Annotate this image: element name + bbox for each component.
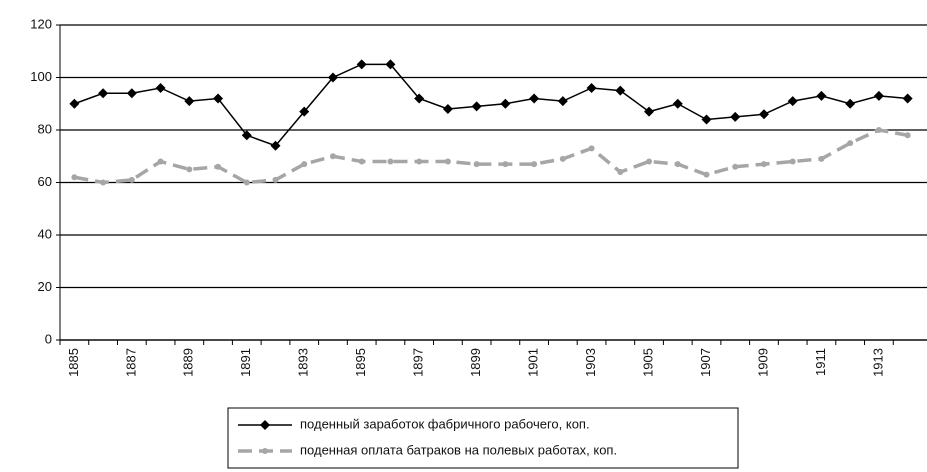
point — [100, 179, 107, 186]
series-line — [74, 128, 908, 185]
point — [128, 176, 135, 183]
point — [186, 166, 193, 173]
series-line — [74, 63, 908, 147]
point — [873, 90, 884, 101]
point — [356, 59, 367, 70]
point — [701, 114, 712, 125]
x-tick-label: 1891 — [238, 348, 253, 377]
y-tick-label: 20 — [38, 279, 52, 294]
point — [847, 140, 854, 147]
point — [385, 59, 396, 70]
point — [71, 174, 78, 181]
x-tick-label: 1903 — [583, 348, 598, 377]
x-tick-label: 1897 — [411, 348, 426, 377]
point — [703, 171, 710, 178]
x-tick-label: 1901 — [526, 348, 541, 377]
point — [845, 98, 856, 109]
legend-box — [227, 407, 739, 469]
point — [646, 158, 653, 165]
x-tick-label: 1889 — [181, 348, 196, 377]
point — [327, 72, 338, 83]
x-tick-label: 1899 — [468, 348, 483, 377]
y-tick-label: 80 — [38, 121, 52, 136]
legend-marker — [260, 420, 270, 430]
y-tick-label: 60 — [38, 174, 52, 189]
point — [875, 127, 882, 133]
point — [760, 161, 767, 168]
point — [155, 83, 166, 93]
point — [329, 153, 336, 160]
x-tick-label: 1887 — [123, 348, 138, 377]
point — [789, 158, 796, 165]
x-tick-label: 1909 — [755, 348, 770, 377]
point — [502, 161, 509, 168]
point — [473, 161, 480, 168]
x-tick-label: 1911 — [813, 348, 828, 376]
point — [444, 158, 451, 165]
y-tick-label: 0 — [45, 331, 52, 346]
point — [471, 101, 482, 112]
point — [299, 106, 310, 117]
point — [588, 145, 595, 152]
point — [358, 158, 365, 165]
point — [904, 132, 911, 139]
point — [243, 179, 250, 186]
point — [215, 163, 222, 170]
point — [213, 93, 224, 104]
point — [529, 93, 540, 104]
point — [387, 158, 394, 165]
point — [416, 158, 423, 165]
point — [617, 169, 624, 175]
point — [442, 104, 453, 114]
x-tick-label: 1907 — [698, 348, 713, 377]
legend-label: поденная оплата батраков на полевых рабо… — [300, 442, 617, 457]
point — [615, 85, 626, 96]
point — [241, 130, 252, 141]
point — [500, 98, 511, 109]
point — [184, 96, 195, 107]
point — [586, 83, 597, 93]
point — [758, 109, 769, 120]
point — [644, 106, 655, 117]
x-tick-label: 1913 — [870, 348, 885, 377]
point — [531, 161, 538, 168]
point — [674, 161, 681, 168]
legend-marker — [262, 448, 268, 454]
point — [732, 163, 739, 170]
point — [270, 140, 281, 151]
point — [272, 176, 279, 183]
x-tick-label: 1885 — [66, 348, 81, 377]
point — [414, 93, 425, 104]
point — [816, 90, 827, 101]
point — [672, 98, 683, 109]
legend-label: поденный заработок фабричного рабочего, … — [300, 416, 590, 431]
point — [559, 155, 566, 162]
x-tick-label: 1893 — [296, 348, 311, 377]
point — [818, 155, 825, 162]
point — [126, 88, 137, 99]
point — [902, 93, 913, 104]
point — [787, 96, 798, 107]
point — [157, 158, 164, 165]
y-tick-label: 40 — [38, 226, 52, 241]
x-tick-label: 1895 — [353, 348, 368, 377]
point — [557, 96, 568, 107]
y-tick-label: 100 — [30, 69, 52, 84]
point — [69, 98, 80, 109]
y-tick-label: 120 — [30, 16, 52, 31]
point — [98, 88, 109, 99]
point — [730, 111, 741, 122]
x-tick-label: 1905 — [640, 348, 655, 377]
point — [301, 161, 308, 168]
